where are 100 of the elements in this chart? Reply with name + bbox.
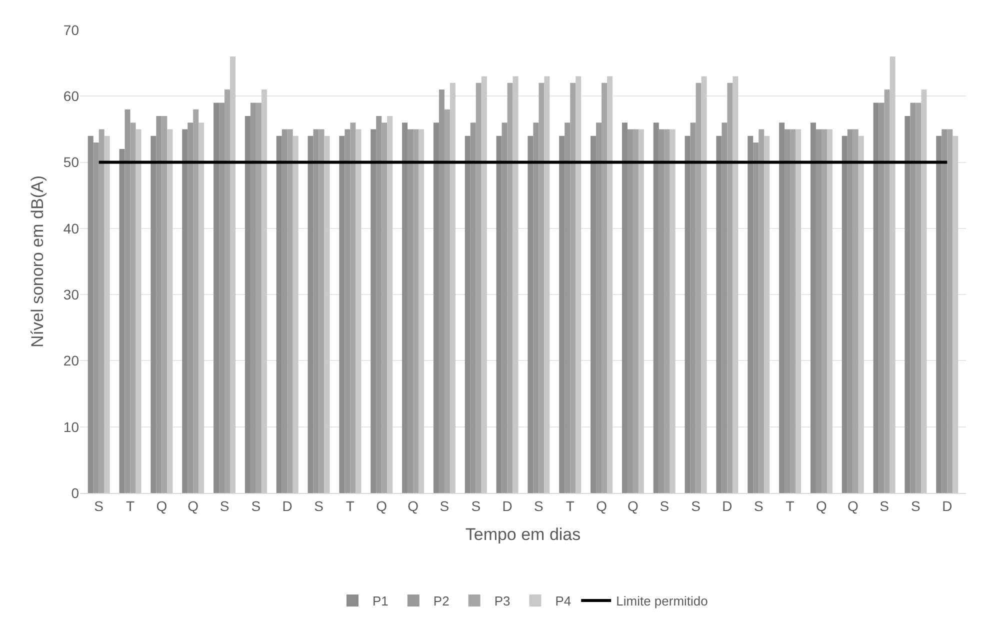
bar xyxy=(842,136,848,493)
bar xyxy=(464,136,470,493)
bar xyxy=(470,122,476,493)
bar xyxy=(727,82,733,493)
y-tick-label: 40 xyxy=(63,220,80,236)
y-tick-label: 10 xyxy=(63,418,80,435)
bar xyxy=(450,82,456,493)
bar xyxy=(810,122,816,493)
x-tick-label: Q xyxy=(376,498,388,514)
bar xyxy=(438,90,444,493)
bar xyxy=(538,82,544,493)
bar xyxy=(916,102,922,493)
bar xyxy=(544,76,550,493)
bar xyxy=(230,56,236,493)
bar xyxy=(214,102,220,493)
y-tick-label: 0 xyxy=(71,484,80,501)
bar xyxy=(936,136,942,493)
bar xyxy=(318,129,324,493)
bar xyxy=(370,129,376,493)
bar xyxy=(224,90,230,493)
bar xyxy=(758,129,764,493)
bar xyxy=(167,129,173,493)
bar xyxy=(764,136,770,493)
bar xyxy=(124,109,130,493)
bar xyxy=(722,122,728,493)
bar xyxy=(382,122,388,493)
bar xyxy=(244,116,250,493)
bar xyxy=(890,56,896,493)
y-tick-label: 60 xyxy=(63,88,80,104)
bar xyxy=(444,109,450,493)
legend-label: P3 xyxy=(494,594,510,609)
bar xyxy=(696,82,702,493)
bar xyxy=(847,129,853,493)
legend-label: Limite permitido xyxy=(616,594,708,609)
x-tick-label: S xyxy=(94,498,104,514)
bar xyxy=(952,136,958,493)
x-tick-label: Q xyxy=(188,498,199,514)
bar xyxy=(287,129,293,493)
bar xyxy=(607,76,613,493)
bar xyxy=(921,90,927,493)
bar xyxy=(156,116,162,493)
bar xyxy=(282,129,288,493)
x-tick-label: Q xyxy=(408,498,419,514)
x-tick-label: S xyxy=(314,498,324,514)
y-tick-label: 50 xyxy=(63,154,80,170)
bar xyxy=(261,90,267,493)
bar xyxy=(162,116,168,493)
bar xyxy=(512,76,518,493)
bar xyxy=(816,129,822,493)
x-tick-label: S xyxy=(660,498,670,514)
x-tick-label: S xyxy=(220,498,230,514)
x-tick-label: S xyxy=(911,498,920,514)
bar xyxy=(408,129,414,493)
bar xyxy=(98,129,104,493)
bar xyxy=(528,136,534,493)
bar xyxy=(627,129,633,493)
legend-label: P2 xyxy=(433,594,450,609)
bar xyxy=(942,129,948,493)
x-tick-label: D xyxy=(722,498,732,514)
x-tick-label: T xyxy=(126,498,135,514)
bar xyxy=(732,76,738,493)
bar xyxy=(344,129,350,493)
bar xyxy=(638,129,644,493)
x-tick-label: S xyxy=(534,498,544,514)
x-tick-label: T xyxy=(566,498,575,514)
y-tick-label: 30 xyxy=(63,286,80,302)
legend-label: P4 xyxy=(555,594,572,609)
legend-label: P1 xyxy=(372,594,388,609)
bar xyxy=(873,102,879,493)
bar xyxy=(136,129,142,493)
x-tick-label: S xyxy=(440,498,450,514)
bar xyxy=(313,129,319,493)
bar xyxy=(476,82,482,493)
bar xyxy=(413,129,419,493)
bar xyxy=(670,129,676,493)
x-tick-label: D xyxy=(502,498,512,514)
bar xyxy=(339,136,345,493)
x-tick-label: Q xyxy=(596,498,608,514)
bar xyxy=(653,122,659,493)
bar xyxy=(904,116,910,493)
x-axis-title: Tempo em dias xyxy=(465,525,581,544)
bar xyxy=(884,90,890,493)
x-tick-label: D xyxy=(282,498,292,514)
y-tick-label: 20 xyxy=(63,352,80,369)
bar xyxy=(596,122,602,493)
y-axis-title: Nível sonoro em dB(A) xyxy=(28,176,47,348)
bar xyxy=(826,129,832,493)
bar xyxy=(308,136,314,493)
x-tick-label: S xyxy=(471,498,481,514)
bar xyxy=(188,122,194,493)
bar xyxy=(858,136,864,493)
bar xyxy=(753,142,759,493)
bar xyxy=(878,102,884,493)
bar xyxy=(576,76,582,493)
x-tick-label: Q xyxy=(628,498,639,514)
bar xyxy=(376,116,382,493)
bar xyxy=(570,82,576,493)
bar xyxy=(182,129,188,493)
x-tick-label: S xyxy=(880,498,889,514)
bar xyxy=(250,102,256,493)
